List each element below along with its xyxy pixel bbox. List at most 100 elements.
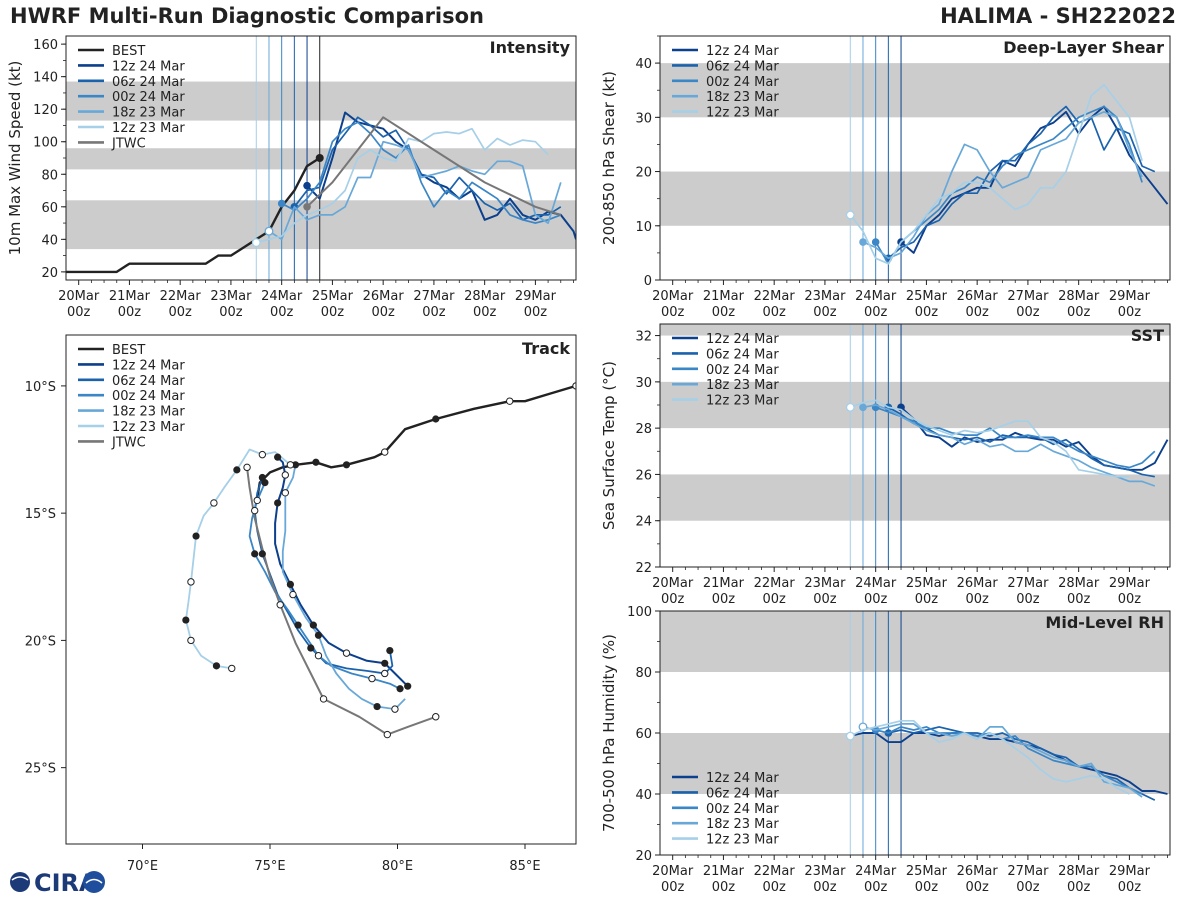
x-tick-label-day: 25Mar [906, 289, 948, 304]
track-marker-filled [307, 644, 315, 652]
panel-sst: 22242628303220Mar00z21Mar00z22Mar00z23Ma… [600, 323, 1171, 607]
track-marker-filled [294, 621, 302, 629]
series-line-r06z24 [887, 406, 1155, 478]
series-start-marker [277, 199, 286, 208]
legend-label: 12z 24 Mar [706, 771, 779, 786]
agency-seal-icon [83, 871, 105, 893]
x-tick-label-hour: 00z [118, 305, 142, 320]
x-tick-label-day: 27Mar [1007, 289, 1049, 304]
x-tick-label-day: 27Mar [1007, 576, 1049, 591]
track-line-r00z24 [248, 482, 401, 690]
shaded-band [660, 474, 1170, 521]
y-tick-label: 60 [635, 727, 652, 742]
track-marker-open [210, 499, 218, 507]
track-marker-open [243, 463, 251, 472]
plot-area [182, 382, 576, 739]
track-marker-open [506, 397, 514, 405]
shaded-band [66, 81, 576, 121]
x-tick-label-hour: 00z [1016, 592, 1040, 607]
y-tick-label: 30 [635, 111, 652, 126]
y-tick-label: 24 [635, 515, 652, 530]
x-tick-label-day: 25Mar [312, 289, 354, 304]
plot-area [66, 36, 576, 280]
series-line-r12z23 [256, 127, 549, 244]
track-marker-open [432, 713, 440, 721]
x-tick-label-hour: 00z [712, 592, 736, 607]
series-line-r12z24 [850, 732, 1168, 795]
shaded-band [660, 171, 1170, 226]
x-tick-label-day: 28Mar [1058, 864, 1100, 879]
x-tick-label-hour: 00z [524, 305, 548, 320]
x-tick-label: 80°E [382, 859, 413, 874]
panel-track: 70°E 75°E 80°E 85°E 10°S 15°S 20°S 25°S Track BES… [25, 334, 577, 874]
series-end-marker [315, 154, 324, 162]
legend-label: 12z 24 Mar [112, 358, 185, 373]
x-tick-label-hour: 00z [1067, 305, 1091, 320]
y-tick-label: 28 [635, 422, 652, 437]
panel-title: Mid-Level RH [1045, 613, 1164, 632]
x-tick-label-hour: 00z [168, 305, 192, 320]
y-tick-label: 60 [41, 201, 58, 216]
x-tick-label-day: 22Mar [754, 864, 796, 879]
x-tick-label-hour: 00z [965, 305, 989, 320]
x-tick-label-day: 24Mar [855, 576, 897, 591]
x-tick-label-day: 27Mar [413, 289, 455, 304]
x-tick-label-day: 22Mar [160, 289, 202, 304]
track-marker-filled [386, 646, 394, 655]
legend-label: 00z 24 Mar [706, 802, 779, 817]
shaded-band [660, 611, 1170, 672]
series-start-marker [859, 403, 867, 412]
series-line-r12z23 [850, 399, 1130, 478]
track-marker-open [368, 674, 376, 683]
x-tick-label-hour: 00z [762, 880, 786, 895]
x-tick-label-hour: 00z [813, 305, 837, 320]
x-tick-label-day: 23Mar [804, 289, 846, 304]
track-marker-open [228, 664, 236, 673]
x-tick-label-hour: 00z [473, 305, 497, 320]
series-start-marker [871, 238, 880, 246]
track-marker-open [342, 649, 351, 657]
track-marker-filled [274, 499, 282, 507]
x-tick-label-day: 29Mar [1109, 864, 1151, 879]
legend-label: 18z 23 Mar [112, 106, 185, 121]
x-tick-label-day: 21Mar [703, 576, 745, 591]
y-tick-label: 30 [635, 376, 652, 391]
series-start-marker [859, 238, 867, 246]
track-marker-filled [312, 458, 320, 466]
x-tick-label-day: 27Mar [1007, 864, 1049, 879]
figure-title-left: HWRF Multi-Run Diagnostic Comparison [10, 4, 485, 28]
series-start-marker [845, 402, 855, 412]
x-tick-label-day: 23Mar [210, 289, 252, 304]
track-marker-open [258, 450, 267, 459]
legend-label: 12z 23 Mar [706, 394, 779, 409]
x-tick-label-day: 22Mar [754, 576, 796, 591]
x-tick-label-hour: 00z [864, 305, 888, 320]
globe-icon [10, 872, 30, 892]
legend-label: 12z 23 Mar [706, 106, 779, 121]
track-line-r12z23 [184, 448, 291, 670]
x-tick-label-hour: 00z [965, 592, 989, 607]
y-tick-label: 40 [41, 233, 58, 248]
plot-area [660, 36, 1170, 280]
x-tick-label-hour: 00z [864, 592, 888, 607]
legend-label: 18z 23 Mar [112, 405, 185, 420]
y-axis-label: 200-850 hPa Shear (kt) [600, 71, 618, 245]
x-tick-label-day: 25Mar [906, 576, 948, 591]
shaded-band [66, 200, 576, 250]
legend-label: 12z 23 Mar [112, 121, 185, 136]
track-marker-open [381, 669, 389, 678]
x-tick-label-day: 21Mar [703, 289, 745, 304]
track-marker-filled [192, 532, 200, 540]
track-line-r18z23 [281, 464, 406, 710]
y-tick-label: 20°S [25, 634, 56, 649]
x-tick-label-day: 28Mar [464, 289, 506, 304]
track-line-best [256, 384, 576, 499]
y-tick-label: 140 [33, 71, 58, 86]
series-line-jtwc [306, 116, 562, 216]
y-tick-label: 20 [41, 266, 58, 281]
y-tick-label: 10°S [25, 380, 56, 395]
series-line-r18z23 [268, 140, 562, 241]
track-marker-open [281, 471, 289, 479]
